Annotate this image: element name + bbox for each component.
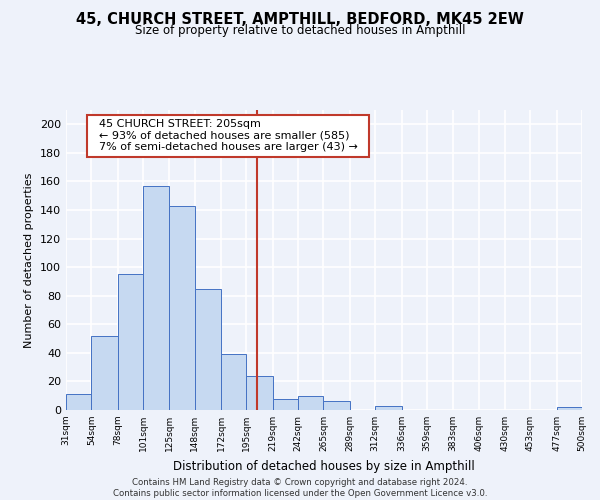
Bar	[247, 376, 273, 410]
Bar	[118, 274, 143, 410]
Text: Contains HM Land Registry data © Crown copyright and database right 2024.
Contai: Contains HM Land Registry data © Crown c…	[113, 478, 487, 498]
Bar	[66, 394, 91, 410]
Y-axis label: Number of detached properties: Number of detached properties	[25, 172, 34, 348]
Bar	[169, 206, 195, 410]
Bar	[195, 288, 221, 410]
Bar	[323, 402, 350, 410]
Text: 45, CHURCH STREET, AMPTHILL, BEDFORD, MK45 2EW: 45, CHURCH STREET, AMPTHILL, BEDFORD, MK…	[76, 12, 524, 28]
Bar	[221, 354, 247, 410]
Text: Size of property relative to detached houses in Ampthill: Size of property relative to detached ho…	[135, 24, 465, 37]
Text: 45 CHURCH STREET: 205sqm
  ← 93% of detached houses are smaller (585)
  7% of se: 45 CHURCH STREET: 205sqm ← 93% of detach…	[92, 119, 365, 152]
Bar	[557, 407, 582, 410]
X-axis label: Distribution of detached houses by size in Ampthill: Distribution of detached houses by size …	[173, 460, 475, 472]
Bar	[375, 406, 401, 410]
Bar	[143, 186, 169, 410]
Bar	[298, 396, 323, 410]
Bar	[273, 398, 298, 410]
Bar	[91, 336, 118, 410]
